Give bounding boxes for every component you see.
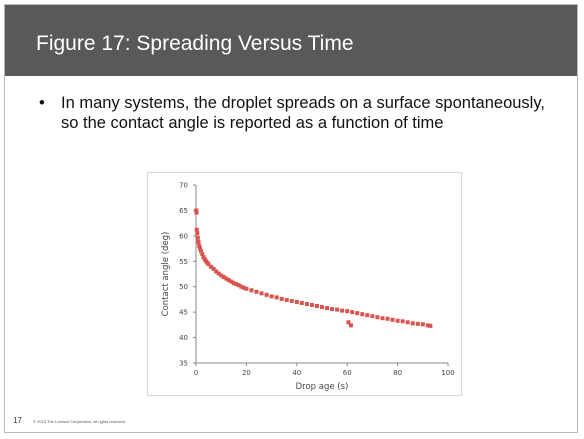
chart-svg: 35 40 45 50 55 60 65 70 0 20 40 60 80 100 Drop age (s)… [161,182,455,393]
data-point [209,264,214,269]
data-point [365,313,370,318]
data-point [229,279,234,284]
data-point [320,305,324,310]
y-tick-label: 70 [179,182,188,190]
x-tick-label: 40 [292,369,301,377]
data-point [415,321,420,326]
x-tick-label: 80 [393,369,402,377]
slide: Figure 17: Spreading Versus Time • In ma… [4,4,578,433]
data-point [345,309,350,314]
y-tick-label: 65 [179,207,188,215]
x-tick-label: 100 [441,369,454,377]
data-point [390,317,395,322]
data-point [196,239,201,244]
data-point [194,208,199,213]
data-point [428,323,433,328]
data-point [197,244,202,249]
data-point [202,257,207,262]
data-point [340,308,345,313]
data-point [236,283,241,288]
data-point [350,310,355,315]
data-point [234,282,239,287]
x-tick-label: 20 [242,369,251,377]
data-point [309,303,314,308]
x-axis-label: Drop age (s) [296,382,349,392]
chart: 35 40 45 50 55 60 65 70 0 20 40 60 80 100 Drop age (s)… [147,172,462,396]
data-point [335,307,340,312]
data-point [231,281,236,286]
data-point [330,307,335,312]
data-point [410,321,415,326]
y-axis-label: Contact angle (deg) [161,232,171,317]
data-point [360,312,365,317]
data-point [216,271,221,276]
data-point [221,275,226,280]
data-point [198,246,203,251]
title-bar: Figure 17: Spreading Versus Time [5,5,577,76]
data-point [294,299,299,304]
data-point [224,276,229,281]
data-point [201,255,206,260]
data-point [226,278,231,283]
data-point [400,319,405,324]
data-point [380,316,385,321]
y-tick-label: 35 [179,360,188,368]
data-point [304,302,309,307]
data-point [264,292,269,297]
data-point [425,323,430,328]
data-point [385,316,390,321]
data-point [355,311,360,316]
data-point [214,269,219,274]
data-point [199,249,204,254]
data-point [348,323,353,328]
y-tick-label: 50 [179,283,188,291]
slide-title: Figure 17: Spreading Versus Time [36,32,354,55]
bullet-icon: • [39,94,45,112]
data-point [194,227,199,232]
data-point [289,298,294,303]
data-point [279,296,284,301]
data-point [395,318,400,323]
data-point [375,315,380,320]
data-point [405,320,410,325]
data-point [249,288,254,293]
x-tick-label: 60 [343,369,352,377]
bullet-text: In many systems, the droplet spreads on … [61,94,545,132]
data-point [269,294,274,299]
data-point [211,266,216,271]
data-point [200,252,205,257]
data-point [299,300,304,305]
y-tick-label: 60 [179,232,188,240]
data-point [239,284,244,289]
x-tick-label: 0 [194,369,198,377]
data-point [346,320,351,325]
data-point [370,314,375,319]
data-point [195,235,200,240]
data-point [254,289,259,294]
data-point [219,273,224,278]
data-point [206,262,211,267]
data-point [420,322,425,327]
data-point [241,285,246,290]
y-tick-label: 45 [179,309,188,317]
data-point [274,295,279,300]
data-point [314,304,319,309]
page-number: 17 [13,416,22,425]
data-point [244,286,249,291]
data-point [325,306,330,311]
y-tick-label: 55 [179,258,188,266]
y-tick-label: 40 [179,334,188,342]
data-point [259,291,264,296]
copyright-text: © 2013 The Lubrizol Corporation, all rig… [33,419,126,424]
data-point [194,210,199,215]
data-point [195,231,200,236]
data-point [284,297,289,302]
